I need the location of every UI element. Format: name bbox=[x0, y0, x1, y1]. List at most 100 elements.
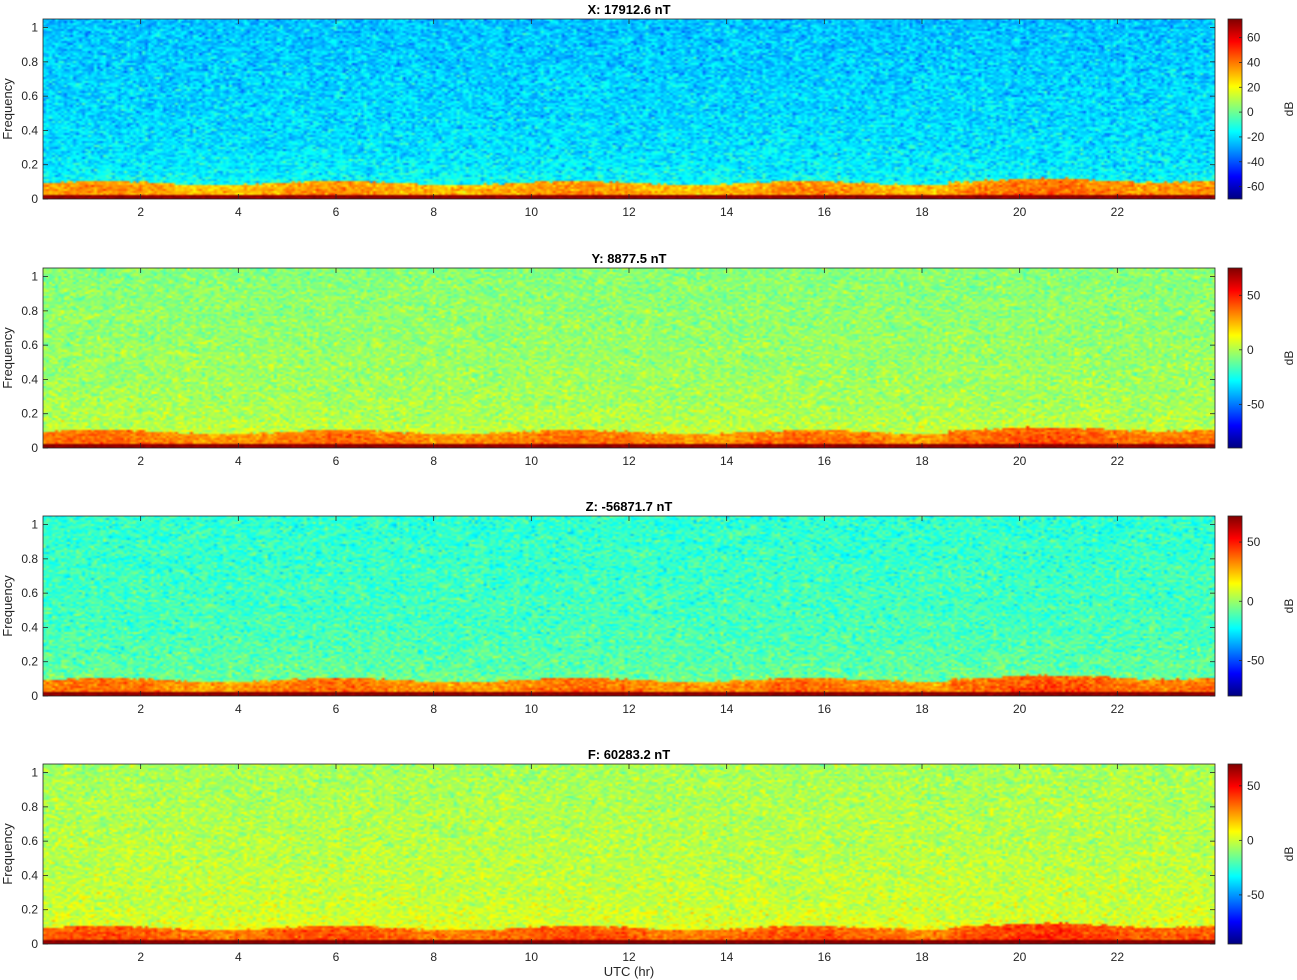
x-tick-label: 18 bbox=[915, 950, 929, 964]
x-tick-label: 4 bbox=[235, 950, 242, 964]
x-tick-label: 6 bbox=[333, 454, 340, 468]
colorbar-tick-label: -50 bbox=[1247, 397, 1265, 411]
x-tick-label: 20 bbox=[1013, 454, 1027, 468]
y-tick-label: 0.8 bbox=[21, 55, 38, 69]
x-tick-label: 18 bbox=[915, 702, 929, 716]
x-tick-label: 14 bbox=[720, 454, 734, 468]
colorbar: -50 0 50 dB bbox=[1227, 267, 1296, 449]
colorbar-tick-label: -50 bbox=[1247, 888, 1265, 902]
colorbar: -60 -40 -20 0 20 40 60 dB bbox=[1227, 18, 1296, 200]
y-tick-label: 0.2 bbox=[21, 407, 38, 421]
colorbar-tick-label: 50 bbox=[1247, 535, 1261, 549]
colorbar: -50 0 50 dB bbox=[1227, 763, 1296, 945]
x-tick-label: 6 bbox=[333, 702, 340, 716]
spectrogram-image bbox=[43, 268, 1215, 448]
colorbar-scale bbox=[1227, 763, 1243, 945]
x-tick-label: 16 bbox=[818, 702, 832, 716]
spectrogram-image bbox=[43, 764, 1215, 944]
y-axis-label: Frequency bbox=[0, 575, 15, 637]
y-tick-label: 0.4 bbox=[21, 868, 38, 882]
x-tick-label: 22 bbox=[1111, 454, 1125, 468]
colorbar-tick-label: 20 bbox=[1247, 80, 1261, 94]
y-tick-label: 0 bbox=[31, 937, 38, 951]
x-tick-label: 2 bbox=[137, 205, 144, 219]
x-tick-label: 22 bbox=[1111, 205, 1125, 219]
colorbar-tick-label: 50 bbox=[1247, 288, 1261, 302]
spectrogram-image bbox=[43, 19, 1215, 199]
y-tick-label: 0.6 bbox=[21, 89, 38, 103]
spectrogram-image bbox=[43, 516, 1215, 696]
colorbar-tick-label: 0 bbox=[1247, 343, 1254, 357]
y-tick-label: 1 bbox=[31, 518, 38, 532]
x-tick-label: 22 bbox=[1111, 950, 1125, 964]
y-tick-label: 0 bbox=[31, 689, 38, 703]
y-axis-label: Frequency bbox=[0, 327, 15, 389]
colorbar-tick-label: 0 bbox=[1247, 105, 1254, 119]
x-tick-label: 16 bbox=[818, 454, 832, 468]
y-tick-label: 0.6 bbox=[21, 834, 38, 848]
x-tick-label: 12 bbox=[622, 205, 636, 219]
y-tick-label: 0.8 bbox=[21, 304, 38, 318]
x-tick-label: 14 bbox=[720, 205, 734, 219]
colorbar: -50 0 50 dB bbox=[1227, 515, 1296, 697]
x-tick-label: 6 bbox=[333, 950, 340, 964]
colorbar-tick-label: -20 bbox=[1247, 130, 1265, 144]
x-tick-label: 12 bbox=[622, 702, 636, 716]
colorbar-tick-label: 0 bbox=[1247, 594, 1254, 608]
x-tick-label: 8 bbox=[430, 950, 437, 964]
x-tick-label: 6 bbox=[333, 205, 340, 219]
x-tick-label: 12 bbox=[622, 950, 636, 964]
y-axis-label: Frequency bbox=[0, 78, 15, 140]
y-tick-label: 0.8 bbox=[21, 552, 38, 566]
y-tick-label: 0.2 bbox=[21, 655, 38, 669]
colorbar-scale bbox=[1227, 515, 1243, 697]
x-tick-label: 10 bbox=[525, 454, 539, 468]
colorbar-tick-label: 60 bbox=[1247, 31, 1261, 45]
colorbar-label: dB bbox=[1282, 599, 1296, 614]
colorbar-tick-label: -50 bbox=[1247, 653, 1265, 667]
x-tick-label: 4 bbox=[235, 205, 242, 219]
colorbar-scale bbox=[1227, 18, 1243, 200]
y-tick-label: 0.6 bbox=[21, 586, 38, 600]
panel-title: X: 17912.6 nT bbox=[587, 2, 670, 17]
y-tick-label: 0 bbox=[31, 192, 38, 206]
y-tick-label: 0.4 bbox=[21, 372, 38, 386]
x-tick-label: 16 bbox=[818, 205, 832, 219]
y-tick-label: 0.4 bbox=[21, 620, 38, 634]
x-tick-label: 14 bbox=[720, 702, 734, 716]
colorbar-tick-label: 0 bbox=[1247, 833, 1254, 847]
x-tick-label: 18 bbox=[915, 454, 929, 468]
y-tick-label: 0.2 bbox=[21, 903, 38, 917]
x-tick-label: 10 bbox=[525, 950, 539, 964]
x-tick-label: 4 bbox=[235, 454, 242, 468]
y-tick-label: 1 bbox=[31, 270, 38, 284]
x-tick-label: 8 bbox=[430, 205, 437, 219]
x-tick-label: 8 bbox=[430, 702, 437, 716]
panel-title: Y: 8877.5 nT bbox=[592, 251, 667, 266]
x-axis-label: UTC (hr) bbox=[604, 964, 655, 979]
y-tick-label: 0 bbox=[31, 441, 38, 455]
y-tick-label: 0.2 bbox=[21, 158, 38, 172]
x-tick-label: 14 bbox=[720, 950, 734, 964]
x-tick-label: 10 bbox=[525, 702, 539, 716]
x-tick-label: 22 bbox=[1111, 702, 1125, 716]
x-tick-label: 2 bbox=[137, 950, 144, 964]
y-tick-label: 1 bbox=[31, 21, 38, 35]
y-axis-label: Frequency bbox=[0, 823, 15, 885]
x-tick-label: 20 bbox=[1013, 702, 1027, 716]
y-tick-label: 0.4 bbox=[21, 123, 38, 137]
x-tick-label: 2 bbox=[137, 454, 144, 468]
colorbar-tick-label: -60 bbox=[1247, 180, 1265, 194]
x-tick-label: 8 bbox=[430, 454, 437, 468]
panel-title: F: 60283.2 nT bbox=[588, 747, 670, 762]
colorbar-label: dB bbox=[1282, 847, 1296, 862]
x-tick-label: 4 bbox=[235, 702, 242, 716]
colorbar-scale bbox=[1227, 267, 1243, 449]
x-tick-label: 18 bbox=[915, 205, 929, 219]
x-tick-label: 16 bbox=[818, 950, 832, 964]
